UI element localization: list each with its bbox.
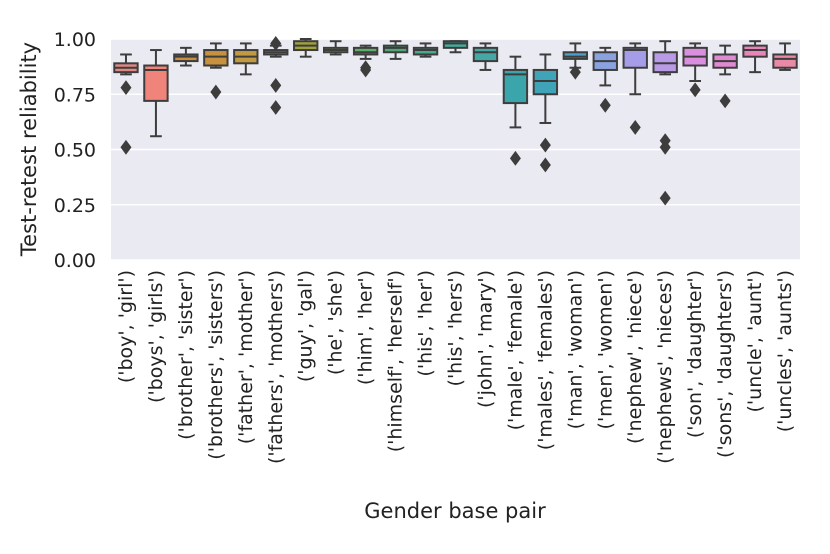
outlier-point — [659, 139, 671, 155]
box-group — [442, 40, 469, 54]
outlier-point — [270, 35, 282, 51]
x-tick-label: ('son', 'daughter') — [684, 270, 706, 438]
box — [622, 46, 648, 69]
x-tick-label: ('uncle', 'aunt') — [744, 270, 766, 412]
outlier-point — [719, 93, 731, 109]
box-series — [113, 35, 798, 206]
x-tick-label: ('his', 'hers') — [445, 270, 467, 386]
box-group — [682, 42, 708, 98]
x-tick-label: ('him', 'her') — [355, 270, 377, 385]
box-group — [592, 46, 618, 113]
outlier-point — [629, 119, 641, 135]
box — [352, 46, 379, 56]
box — [742, 44, 768, 58]
y-tick-label: 0.00 — [54, 250, 96, 272]
box-group — [652, 40, 678, 206]
x-tick-label: ('uncles', 'aunts') — [774, 270, 796, 432]
box-group — [143, 49, 169, 138]
x-tick-label: ('men', 'women') — [594, 270, 616, 429]
outlier-point — [270, 100, 282, 115]
y-axis-title: Test-retest reliability — [17, 42, 41, 257]
outlier-point — [210, 84, 222, 100]
box-group — [203, 42, 229, 100]
y-tick-label: 0.25 — [54, 195, 96, 217]
box-group — [263, 35, 289, 115]
box — [143, 64, 169, 102]
outlier-point — [270, 77, 282, 93]
y-tick-label: 0.50 — [54, 140, 96, 162]
grid-lines — [111, 38, 800, 261]
box — [442, 40, 469, 49]
box-group — [382, 40, 409, 60]
y-tick-label: 0.75 — [54, 84, 96, 106]
box-group — [472, 42, 499, 71]
box — [502, 68, 529, 105]
outlier-point — [659, 190, 671, 206]
x-tick-label: ('brothers', 'sisters') — [205, 270, 227, 460]
x-axis-title: Gender base pair — [364, 499, 546, 523]
x-tick-label: ('sons', 'daughters') — [714, 270, 736, 458]
box-group — [113, 53, 139, 155]
box-group — [712, 44, 738, 109]
box — [412, 46, 439, 56]
outlier-point — [569, 64, 581, 80]
outlier-point — [539, 137, 551, 153]
x-tick-label: ('father', 'mother') — [235, 270, 257, 444]
x-tick-label: ('his', 'her') — [415, 270, 437, 377]
box — [203, 49, 229, 67]
box-group — [562, 42, 589, 80]
x-tick-label: ('guy', 'gal') — [295, 270, 317, 382]
box-group — [532, 53, 559, 173]
x-tick-label: ('man', 'woman') — [564, 270, 586, 429]
x-tick-label: ('himself', 'herself') — [385, 270, 407, 452]
box-group — [412, 42, 439, 58]
x-tick-label: ('brother', 'sister') — [175, 270, 197, 440]
box — [532, 68, 559, 96]
x-tick-label: ('boy', 'girl') — [115, 270, 137, 383]
box — [173, 53, 199, 63]
x-tick-label: ('fathers', 'mothers') — [265, 270, 287, 464]
outlier-point — [360, 62, 372, 78]
box-group — [502, 55, 529, 166]
box-group — [352, 44, 379, 78]
box-group — [322, 40, 349, 56]
x-tick-labels: ('boy', 'girl') ('boys', 'girls') ('brothe… — [115, 270, 796, 464]
box-group — [173, 46, 199, 67]
box-group — [293, 38, 319, 58]
outlier-point — [509, 150, 521, 166]
y-tick-labels: 0.00 0.25 0.50 0.75 1.00 — [54, 29, 96, 272]
x-tick-label: ('boys', 'girls') — [145, 270, 167, 403]
outlier-point — [120, 80, 132, 96]
x-tick-label: ('males', 'females') — [534, 270, 556, 450]
box — [772, 53, 798, 69]
x-tick-label: ('nephew', 'niece') — [624, 270, 646, 444]
box-group — [622, 42, 648, 135]
x-tick-label: ('john', 'mary') — [474, 270, 496, 408]
box-group — [742, 40, 768, 74]
outlier-point — [120, 139, 132, 155]
outlier-point — [539, 157, 551, 173]
outlier-point — [689, 82, 701, 98]
x-tick-label: ('nephews', 'nieces') — [654, 270, 676, 464]
box — [382, 44, 409, 54]
box — [472, 46, 499, 63]
outlier-point — [599, 97, 611, 113]
box-group — [233, 42, 259, 76]
y-tick-label: 1.00 — [54, 29, 96, 51]
box — [562, 51, 589, 60]
x-tick-label: ('he', 'she') — [325, 270, 347, 375]
box-group — [772, 42, 798, 71]
box — [652, 51, 678, 74]
x-tick-label: ('male', 'female') — [504, 270, 526, 430]
